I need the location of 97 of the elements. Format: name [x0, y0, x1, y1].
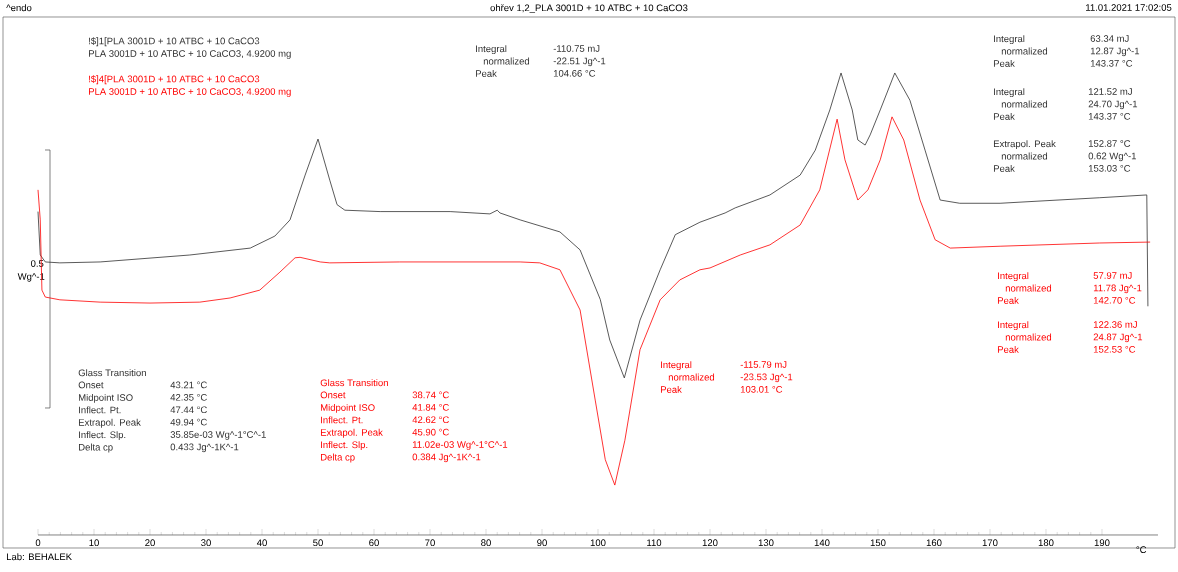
text: 12.87 Jg^-1 — [1090, 47, 1140, 57]
annotation: 143.37 °C — [1088, 112, 1131, 120]
annotation: Integral — [994, 88, 1025, 98]
annotation: 121.52 mJ — [1088, 88, 1132, 95]
x-tick-label: 30 — [201, 539, 211, 547]
x-tick-label: 20 — [145, 539, 155, 547]
annotation: 11.02e-03 Wg^-1°C^-1 — [412, 441, 508, 450]
annotation: 42.35 °C — [170, 393, 207, 401]
text: normalized — [483, 57, 530, 65]
annotation: Peak — [993, 164, 1015, 172]
annotation: 122.36 mJ — [1093, 321, 1137, 328]
annotation: Midpoint ISO — [79, 393, 133, 403]
annotation: 24.70 Jg^-1 — [1088, 100, 1138, 110]
annotation: Integral — [998, 272, 1029, 282]
annotation: Inflect. Slp. — [79, 431, 126, 441]
annotation: Peak — [997, 296, 1019, 304]
annotation: Peak — [660, 385, 682, 393]
x-tick-label: 120 — [702, 539, 718, 547]
annotation: normalized — [668, 373, 715, 381]
annotation: 47.44 °C — [170, 406, 207, 414]
annotation: Extrapol. Peak — [79, 418, 141, 428]
x-tick-label: 190 — [1094, 539, 1110, 547]
annotation: Peak — [475, 69, 497, 77]
annotation: Inflect. Pt. — [79, 406, 121, 414]
annotation: Integral — [661, 361, 692, 371]
annotation: -23.53 Jg^-1 — [740, 373, 793, 383]
x-tick-label: 10 — [89, 539, 99, 547]
x-tick-label: 110 — [647, 539, 662, 547]
annotation: Peak — [997, 345, 1019, 353]
x-tick-label: 80 — [481, 539, 491, 547]
x-tick-label: 170 — [982, 539, 998, 547]
annotation: 153.03 °C — [1088, 164, 1131, 172]
text: 143.37 °C — [1090, 59, 1133, 67]
text: !$]1[PLA 3001D + 10 ATBC + 10 CaCO3 — [89, 37, 260, 47]
x-tick-label: 130 — [758, 539, 774, 547]
x-tick-label: 40 — [256, 539, 267, 547]
annotation: 49.94 °C — [170, 418, 207, 426]
annotation: 0.384 Jg^-1K^-1 — [412, 453, 481, 463]
x-tick-label: 150 — [870, 539, 886, 547]
annotation: Midpoint ISO — [320, 403, 375, 413]
annotation: Extrapol. Peak — [993, 140, 1056, 150]
annotation: 43.21 °C — [170, 381, 207, 389]
annotation: Delta cp — [320, 453, 355, 463]
annotation: 11.78 Jg^-1 — [1093, 284, 1142, 294]
x-tick-label: 0 — [35, 539, 41, 547]
chart-title: ohřev 1,2_PLA 3001D + 10 ATBC + 10 CaCO3 — [490, 4, 688, 13]
annotation: normalized — [1005, 333, 1052, 341]
annotation: 42.62 °C — [412, 416, 449, 424]
text: 63.34 mJ — [1090, 35, 1129, 42]
text: normalized — [1001, 47, 1048, 55]
annotation: 41.84 °C — [412, 403, 449, 411]
annotation: normalized — [1005, 284, 1052, 292]
x-tick-label: 140 — [814, 539, 830, 547]
annotation: Glass Transition — [78, 369, 146, 377]
x-tick-label: 100 — [590, 539, 606, 547]
text: PLA 3001D + 10 ATBC + 10 CaCO3, 4.9200 mg — [89, 50, 291, 59]
annotation: Delta cp — [79, 443, 113, 453]
text: !$]4[PLA 3001D + 10 ATBC + 10 CaCO3 — [89, 75, 260, 85]
annotation: Integral — [998, 321, 1029, 331]
annotation: normalized — [1001, 100, 1048, 108]
annotation: 152.87 °C — [1088, 140, 1131, 147]
annotation: Inflect. Pt. — [321, 416, 363, 424]
x-tick-label: 50 — [313, 539, 323, 547]
text: -110.75 mJ — [553, 45, 600, 52]
text: Lab: BEHALEK — [7, 553, 72, 561]
text: ^endo — [6, 4, 32, 12]
text: -22.51 Jg^-1 — [553, 57, 606, 67]
x-axis-title: °C — [1136, 546, 1147, 554]
annotation: Onset — [320, 391, 346, 399]
annotation: normalized — [1001, 152, 1048, 160]
annotation: Extrapol. Peak — [320, 428, 383, 438]
annotation: Inflect. Slp. — [321, 441, 368, 451]
annotation: 45.90 °C — [412, 428, 449, 436]
x-tick-label: 60 — [369, 539, 379, 547]
annotation: 57.97 mJ — [1093, 272, 1132, 279]
text: Peak — [993, 59, 1015, 67]
annotation: Glass Transition — [320, 379, 388, 387]
text: Integral — [994, 35, 1025, 45]
annotation: 152.53 °C — [1093, 345, 1136, 353]
annotation: 103.01 °C — [740, 385, 783, 393]
annotation: 0.433 Jg^-1K^-1 — [170, 443, 239, 453]
annotation: 24.87 Jg^-1 — [1093, 333, 1143, 343]
x-tick-label: 70 — [425, 539, 435, 547]
x-tick-label: 180 — [1038, 539, 1054, 547]
annotation: 142.70 °C — [1093, 296, 1136, 304]
x-tick-label: 90 — [537, 539, 547, 547]
annotation: 38.74 °C — [412, 391, 449, 399]
text: 11.01.2021 17:02:05 — [1086, 4, 1172, 11]
text: Integral — [476, 45, 507, 55]
annotation: 35.85e-03 Wg^-1°C^-1 — [170, 431, 266, 440]
annotation: Onset — [78, 381, 104, 389]
annotation: Peak — [993, 112, 1015, 120]
annotation: PLA 3001D + 10 ATBC + 10 CaCO3, 4.9200 mg — [89, 88, 291, 97]
x-tick-label: 160 — [926, 539, 942, 547]
annotation: 0.62 Wg^-1 — [1088, 152, 1136, 162]
annotation: -115.79 mJ — [740, 361, 787, 368]
annotation: 104.66 °C — [553, 69, 596, 77]
